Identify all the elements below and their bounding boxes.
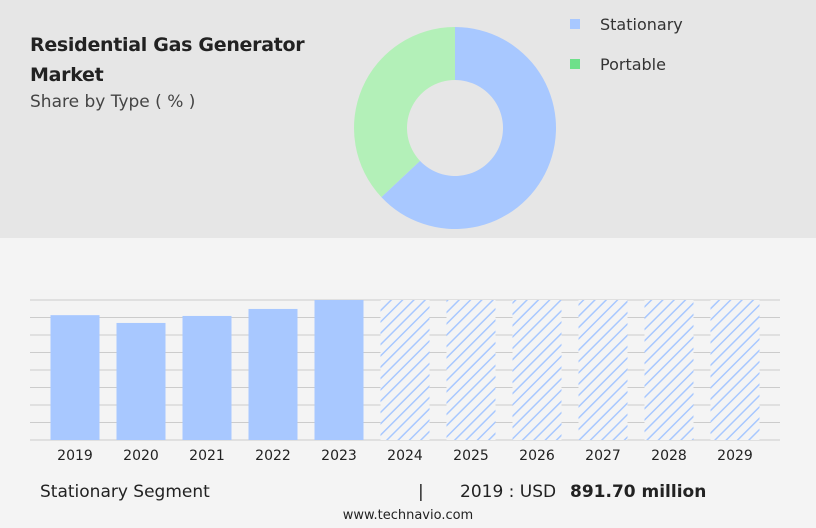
forecast-bar xyxy=(512,300,562,440)
chart-subtitle: Share by Type ( % ) xyxy=(30,92,196,112)
bar xyxy=(314,300,364,440)
x-tick-label: 2020 xyxy=(123,448,159,464)
x-tick-label: 2019 xyxy=(57,448,93,464)
source: www.technavio.com xyxy=(342,508,474,523)
bar xyxy=(248,308,298,440)
footer-segment: Stationary Segment xyxy=(40,482,210,502)
bar xyxy=(50,315,100,440)
chart-title: Residential Gas Generator Market xyxy=(30,34,305,86)
x-tick-label: 2028 xyxy=(651,448,687,464)
footer-value: 891.70 million xyxy=(570,482,707,502)
x-tick-label: 2029 xyxy=(717,448,753,464)
forecast-bar xyxy=(644,300,694,440)
x-tick-label: 2026 xyxy=(519,448,555,464)
pie-slice xyxy=(381,27,556,229)
x-tick-label: 2025 xyxy=(453,448,489,464)
legend-swatch xyxy=(570,59,580,69)
legend-label: Portable xyxy=(600,55,666,74)
forecast-bar xyxy=(380,300,430,440)
x-tick-label: 2024 xyxy=(387,448,423,464)
footer-divider: | xyxy=(418,482,424,502)
pie-slice xyxy=(354,27,455,198)
bar xyxy=(116,322,166,440)
footer-year: 2019 : USD xyxy=(460,482,557,502)
forecast-bar xyxy=(446,300,496,440)
forecast-bar xyxy=(710,300,760,440)
x-tick-label: 2021 xyxy=(189,448,225,464)
bar xyxy=(182,315,232,440)
x-tick-label: 2027 xyxy=(585,448,621,464)
x-tick-label: 2023 xyxy=(321,448,357,464)
legend-label: Stationary xyxy=(600,15,683,34)
legend-swatch xyxy=(570,19,580,29)
x-tick-label: 2022 xyxy=(255,448,291,464)
forecast-bar xyxy=(578,300,628,440)
